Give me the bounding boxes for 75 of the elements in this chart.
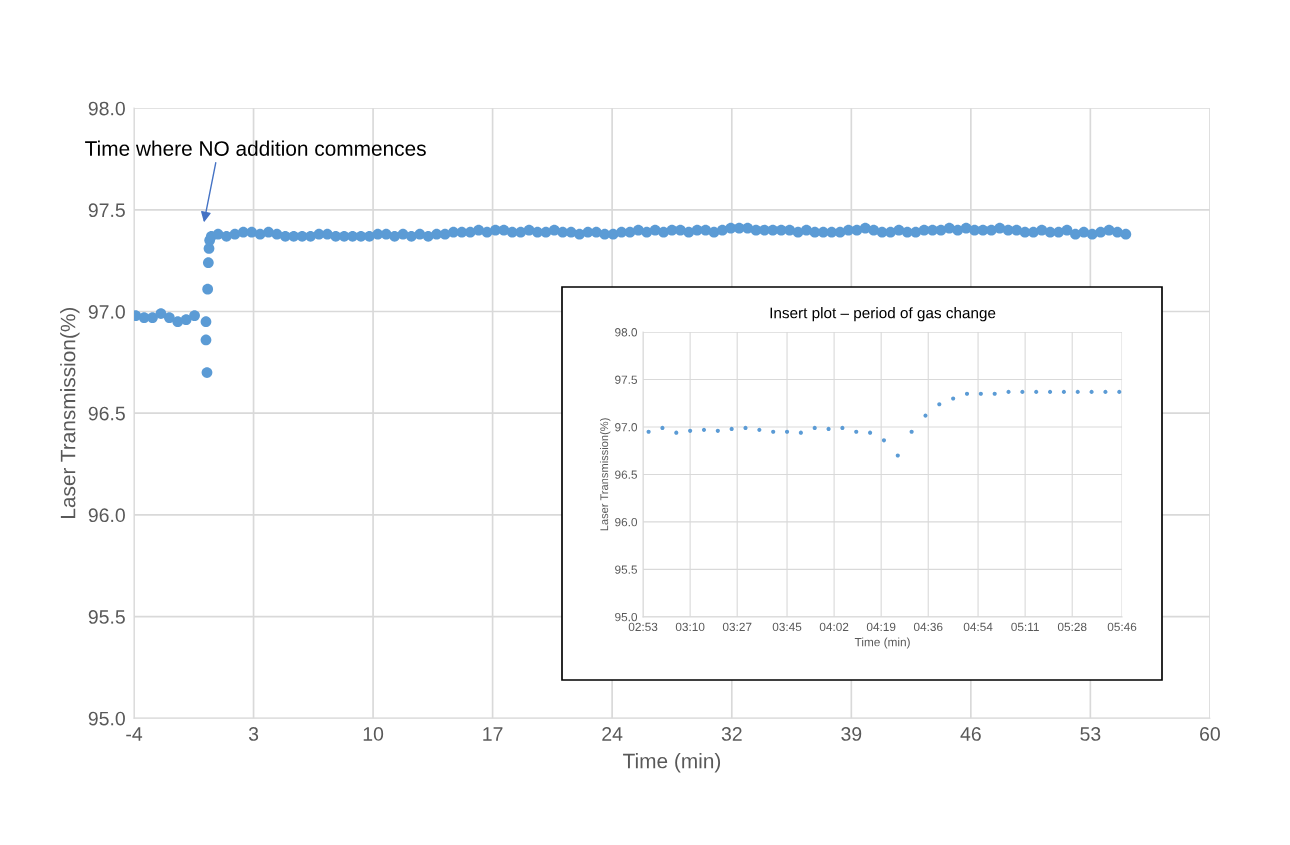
point (798, 430, 803, 435)
point (964, 391, 970, 396)
x-tick-label: 53 (1080, 727, 1101, 741)
x-axis-title: Time (min) (623, 753, 721, 773)
point (868, 430, 873, 435)
point (1089, 389, 1094, 394)
x-tick-label: 46 (960, 727, 981, 741)
y-tick-label: 96.5 (88, 406, 125, 421)
point (1061, 389, 1066, 394)
x-tick-label: 39 (841, 727, 862, 741)
annotation: Time where NO addition commences (85, 140, 426, 156)
y-tick-label: 95.5 (615, 565, 638, 574)
point (840, 425, 845, 431)
x-tick-label: 02:53 (628, 622, 658, 632)
x-tick-label: 32 (721, 727, 742, 741)
point (1117, 389, 1122, 394)
x-tick-label: 10 (363, 727, 384, 741)
x-tick-label: 04:02 (819, 622, 849, 632)
point (992, 391, 997, 396)
point (743, 425, 748, 431)
point (729, 426, 734, 431)
point (909, 429, 914, 434)
y-axis-title: Laser Transmission(%) (60, 307, 80, 518)
point (674, 430, 679, 435)
point (1103, 389, 1108, 394)
point (895, 453, 900, 458)
y-tick-label: 97.5 (88, 203, 125, 218)
x-tick-label: -4 (126, 727, 143, 741)
y-tick-label: 96.5 (615, 470, 638, 479)
point (646, 429, 651, 434)
point (771, 429, 776, 434)
x-tick-label: 04:54 (963, 622, 993, 632)
point (660, 425, 665, 431)
x-tick-label: 04:19 (866, 622, 896, 632)
point (951, 396, 956, 401)
point (826, 426, 831, 431)
x-tick-label: 05:46 (1107, 622, 1137, 632)
y-tick-label: 96.0 (615, 517, 638, 527)
y-tick-label: 97.0 (88, 304, 125, 319)
y-tick-label: 95.0 (615, 612, 638, 622)
point (688, 428, 693, 433)
y-tick-label: 96.0 (88, 508, 125, 523)
y-axis-title: Laser Transmission(%) (600, 418, 611, 531)
chart-title: Insert plot – period of gas change (770, 307, 996, 322)
point (701, 427, 707, 432)
point (812, 425, 817, 431)
y-tick-label: 95.0 (88, 711, 125, 726)
y-tick-label: 98.0 (615, 328, 638, 337)
x-axis-title: Time (min) (854, 637, 910, 649)
x-tick-label: 05:11 (1011, 622, 1039, 632)
y-tick-label: 97.5 (615, 375, 638, 384)
point (937, 402, 942, 407)
point (715, 428, 720, 433)
point (1020, 389, 1025, 394)
x-tick-label: 03:45 (772, 622, 802, 632)
point (978, 391, 983, 396)
x-tick-label: 04:36 (913, 622, 943, 632)
x-tick-label: 60 (1200, 727, 1220, 741)
x-tick-label: 03:27 (722, 622, 752, 632)
point (881, 438, 887, 443)
x-tick-label: 17 (483, 727, 503, 741)
point (1034, 389, 1039, 394)
point (854, 429, 859, 434)
y-tick-label: 95.5 (88, 610, 125, 624)
point (1006, 389, 1011, 394)
point (1047, 389, 1053, 394)
point (784, 429, 790, 434)
x-tick-label: 05:28 (1057, 622, 1087, 632)
x-tick-label: 24 (602, 727, 623, 741)
y-tick-label: 98.0 (88, 101, 125, 116)
x-tick-label: 3 (248, 727, 259, 741)
point (1075, 389, 1080, 394)
x-tick-label: 03:10 (675, 622, 705, 632)
y-tick-label: 97.0 (615, 423, 638, 432)
point (757, 427, 762, 432)
